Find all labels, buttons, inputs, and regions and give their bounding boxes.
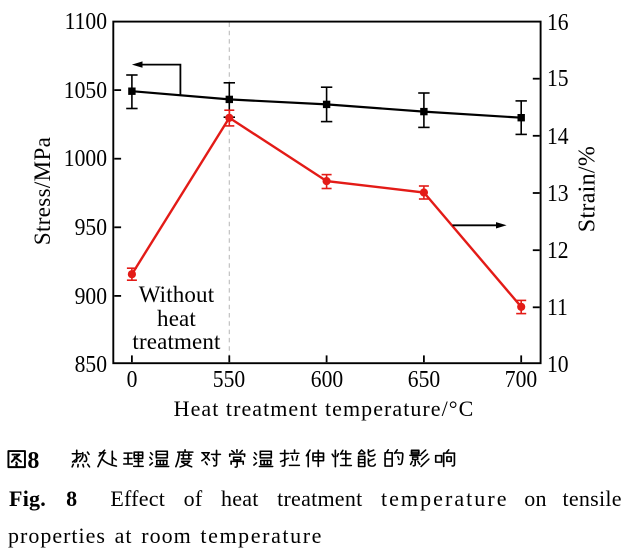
svg-text:8: 8	[27, 448, 39, 474]
